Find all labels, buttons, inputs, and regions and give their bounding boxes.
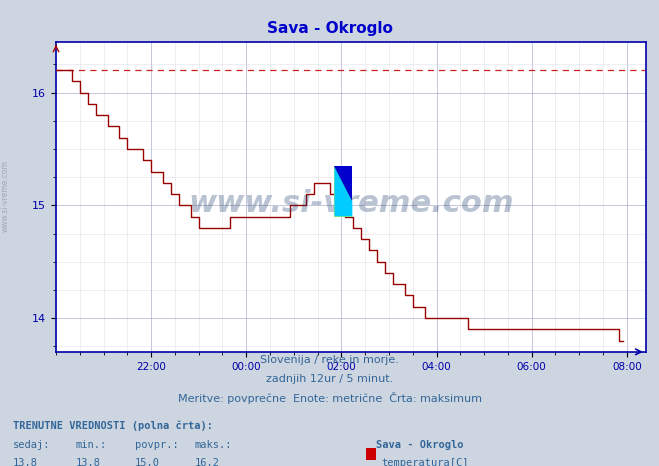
- Text: Meritve: povprečne  Enote: metrične  Črta: maksimum: Meritve: povprečne Enote: metrične Črta:…: [177, 392, 482, 404]
- Text: 16,2: 16,2: [194, 458, 219, 466]
- Text: www.si-vreme.com: www.si-vreme.com: [188, 189, 514, 218]
- Polygon shape: [334, 166, 353, 217]
- Text: temperatura[C]: temperatura[C]: [381, 458, 469, 466]
- Text: Slovenija / reke in morje.: Slovenija / reke in morje.: [260, 355, 399, 365]
- Text: www.si-vreme.com: www.si-vreme.com: [1, 160, 10, 232]
- Text: sedaj:: sedaj:: [13, 440, 51, 450]
- Text: zadnjih 12ur / 5 minut.: zadnjih 12ur / 5 minut.: [266, 374, 393, 384]
- Text: 13,8: 13,8: [13, 458, 38, 466]
- Text: min.:: min.:: [76, 440, 107, 450]
- Text: povpr.:: povpr.:: [135, 440, 179, 450]
- Text: Sava - Okroglo: Sava - Okroglo: [266, 21, 393, 36]
- Text: TRENUTNE VREDNOSTI (polna črta):: TRENUTNE VREDNOSTI (polna črta):: [13, 420, 213, 431]
- Text: Sava - Okroglo: Sava - Okroglo: [376, 440, 463, 450]
- Text: 13,8: 13,8: [76, 458, 101, 466]
- Text: 15,0: 15,0: [135, 458, 160, 466]
- Bar: [334, 166, 353, 217]
- Text: maks.:: maks.:: [194, 440, 232, 450]
- Polygon shape: [334, 166, 353, 201]
